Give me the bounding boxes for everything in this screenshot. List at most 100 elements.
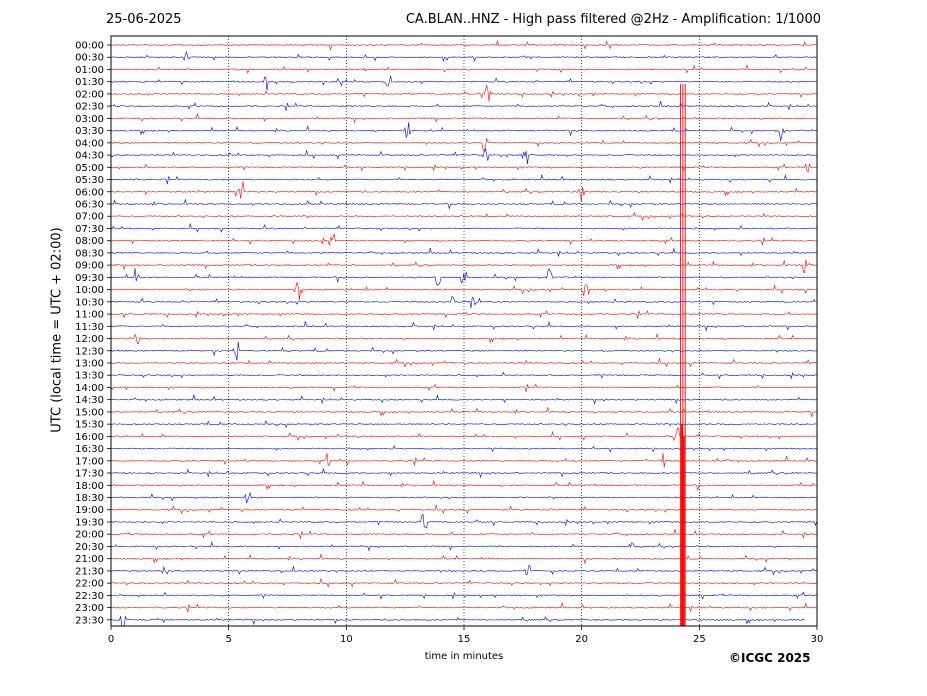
- trace-1300: [110, 357, 817, 368]
- trace-1900: [110, 504, 817, 515]
- trace-1630: [110, 444, 817, 453]
- y-tick-label: 23:00: [75, 603, 104, 614]
- trace-2200: [110, 577, 817, 588]
- y-tick-label: 14:00: [75, 383, 104, 394]
- y-tick-label: 06:30: [75, 199, 104, 210]
- trace-0300: [110, 112, 817, 124]
- trace-1730: [110, 467, 817, 479]
- y-tick-label: 22:30: [75, 591, 104, 602]
- trace-0600: [110, 181, 817, 202]
- trace-1000: [110, 282, 817, 301]
- y-tick-label: 17:30: [75, 469, 104, 480]
- event-burst: [680, 83, 686, 626]
- trace-2000: [110, 529, 817, 539]
- x-tick-label: 30: [811, 634, 824, 645]
- y-tick-label: 09:30: [75, 273, 104, 284]
- y-tick-label: 08:30: [75, 248, 104, 259]
- copyright-label: ©ICGC 2025: [729, 651, 811, 665]
- trace-1430: [110, 394, 817, 405]
- trace-2100: [110, 553, 817, 565]
- x-tick-label: 20: [575, 634, 588, 645]
- y-tick-label: 00:00: [75, 41, 104, 52]
- x-axis-label: time in minutes: [424, 651, 504, 662]
- chart-title: CA.BLAN..HNZ - High pass filtered @2Hz -…: [405, 12, 821, 27]
- y-tick-label: 12:00: [75, 334, 104, 345]
- trace-0930: [110, 267, 817, 286]
- trace-0100: [110, 64, 817, 75]
- y-tick-label: 01:30: [75, 77, 104, 88]
- event-burst-core: [681, 424, 685, 626]
- y-tick-label: 12:30: [75, 346, 104, 357]
- trace-1230: [110, 341, 817, 361]
- trace-0030: [110, 51, 817, 62]
- trace-0230: [110, 101, 817, 111]
- trace-1800: [110, 479, 817, 492]
- trace-1400: [110, 383, 817, 393]
- y-tick-label: 04:00: [75, 138, 104, 149]
- trace-0630: [110, 198, 817, 210]
- y-tick-label: 05:30: [75, 175, 104, 186]
- trace-1330: [110, 371, 817, 380]
- trace-2330: [110, 616, 805, 627]
- trace-1500: [110, 406, 817, 418]
- trace-0130: [110, 75, 817, 91]
- trace-0200: [110, 84, 817, 102]
- y-tick-label: 05:00: [75, 163, 104, 174]
- y-tick-label: 02:00: [75, 89, 104, 100]
- trace-0530: [110, 174, 817, 185]
- trace-0500: [110, 163, 817, 173]
- trace-2130: [110, 565, 817, 576]
- trace-1700: [110, 453, 817, 468]
- trace-0430: [110, 147, 817, 165]
- y-tick-label: 23:30: [75, 615, 104, 626]
- y-tick-label: 10:00: [75, 285, 104, 296]
- y-tick-label: 02:30: [75, 102, 104, 113]
- y-tick-label: 20:30: [75, 542, 104, 553]
- y-tick-label: 15:00: [75, 407, 104, 418]
- trace-1530: [110, 420, 817, 429]
- y-tick-label: 15:30: [75, 420, 104, 431]
- y-tick-label: 11:00: [75, 310, 104, 321]
- y-tick-label: 03:30: [75, 126, 104, 137]
- trace-0730: [110, 222, 817, 233]
- y-tick-label: 22:00: [75, 579, 104, 590]
- trace-0900: [110, 259, 817, 274]
- y-tick-label: 08:00: [75, 236, 104, 247]
- y-tick-label: 20:00: [75, 530, 104, 541]
- y-tick-label: 16:30: [75, 444, 104, 455]
- trace-1130: [110, 320, 817, 332]
- y-tick-label: 21:30: [75, 566, 104, 577]
- y-tick-label: 07:30: [75, 224, 104, 235]
- chart-date: 25-06-2025: [106, 12, 182, 27]
- trace-0330: [110, 122, 817, 142]
- trace-0700: [110, 211, 817, 221]
- y-tick-label: 21:00: [75, 554, 104, 565]
- y-tick-label: 11:30: [75, 322, 104, 333]
- y-tick-label: 00:30: [75, 53, 104, 64]
- y-tick-label: 04:30: [75, 151, 104, 162]
- trace-1930: [110, 513, 817, 529]
- trace-0000: [110, 40, 817, 51]
- x-tick-label: 10: [340, 634, 353, 645]
- y-tick-label: 17:00: [75, 456, 104, 467]
- y-tick-label: 01:00: [75, 65, 104, 76]
- x-tick-label: 25: [693, 634, 706, 645]
- y-tick-label: 07:00: [75, 212, 104, 223]
- trace-2300: [110, 602, 817, 613]
- trace-1830: [110, 491, 817, 504]
- y-tick-label: 18:30: [75, 493, 104, 504]
- y-tick-label: 06:00: [75, 187, 104, 198]
- x-tick-label: 5: [225, 634, 231, 645]
- trace-1200: [110, 332, 817, 345]
- y-tick-label: 19:30: [75, 517, 104, 528]
- trace-2030: [110, 540, 817, 552]
- y-tick-label: 16:00: [75, 432, 104, 443]
- x-tick-label: 0: [108, 634, 114, 645]
- trace-0800: [110, 233, 817, 246]
- trace-2230: [110, 591, 817, 600]
- y-tick-label: 14:30: [75, 395, 104, 406]
- y-tick-label: 09:00: [75, 261, 104, 272]
- y-tick-label: 03:00: [75, 114, 104, 125]
- trace-1030: [110, 296, 817, 309]
